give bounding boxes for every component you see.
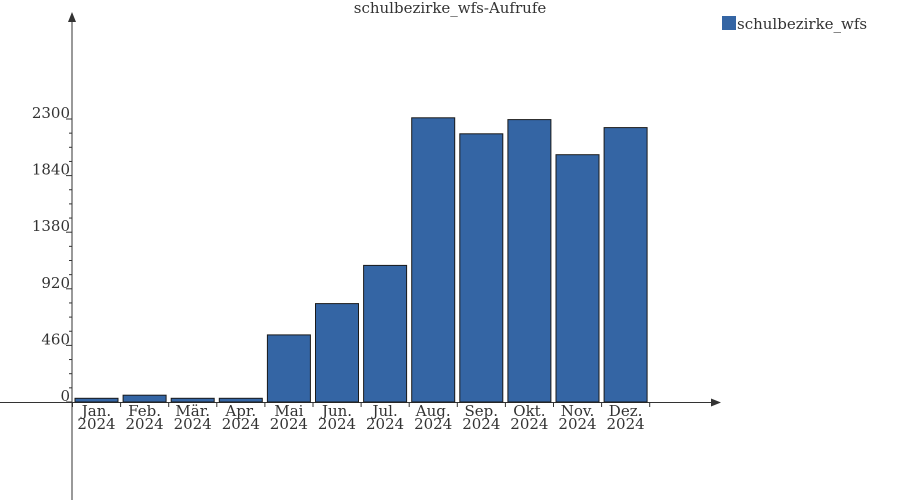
x-tick-label-year: 2024: [77, 415, 115, 433]
x-tick-label-month: Sep.: [465, 402, 499, 420]
legend: schulbezirke_wfs: [722, 15, 867, 33]
x-tick-label-year: 2024: [366, 415, 404, 433]
legend-swatch: [722, 16, 736, 30]
x-tick-label-year: 2024: [222, 415, 260, 433]
y-tick-label: 460: [41, 330, 70, 348]
x-tick-label-year: 2024: [126, 415, 164, 433]
bar: [363, 264, 408, 403]
bar: [459, 133, 504, 403]
x-tick-label-month: Jun.: [320, 402, 352, 420]
y-tick-label: 0: [60, 387, 70, 405]
chart-title: schulbezirke_wfs-Aufrufe: [354, 0, 547, 17]
y-tick-label: 2300: [32, 104, 70, 122]
y-axis-arrow: [68, 12, 76, 22]
x-tick-label-month: Aug.: [415, 402, 451, 420]
x-tick-label-year: 2024: [607, 415, 645, 433]
y-tick-label: 1840: [32, 161, 70, 179]
x-tick-label-month: Jan.: [80, 402, 111, 420]
legend-label: schulbezirke_wfs: [737, 15, 867, 33]
x-axis-arrow: [711, 398, 721, 407]
bars: [74, 117, 648, 403]
x-tick-label-year: 2024: [174, 415, 212, 433]
bar: [315, 303, 359, 403]
bar: [411, 117, 456, 403]
y-tick-label: 920: [41, 274, 70, 292]
bar: [555, 154, 600, 403]
x-tick-label-year: 2024: [270, 415, 308, 433]
y-ticks: 0 460 920 1380 1840 2300: [32, 104, 72, 405]
x-tick-label-month: Okt.: [513, 402, 545, 420]
x-tick-label-month: Jul.: [370, 402, 397, 420]
x-tick-label-month: Mär.: [175, 402, 210, 420]
bar: [122, 394, 167, 403]
x-tick-label-year: 2024: [462, 415, 500, 433]
bar: [170, 397, 215, 403]
x-tick-label-month: Feb.: [128, 402, 161, 420]
x-tick-label-year: 2024: [558, 415, 596, 433]
bar: [603, 127, 648, 403]
x-tick-label-month: Nov.: [561, 402, 595, 420]
x-ticks: Jan.2024Feb.2024Mär.2024Apr.2024Mai2024J…: [72, 402, 651, 433]
bar: [266, 334, 311, 403]
x-tick-label-month: Mai: [274, 402, 303, 420]
x-tick-label-year: 2024: [318, 415, 356, 433]
x-tick-label-year: 2024: [510, 415, 548, 433]
x-tick-label-year: 2024: [414, 415, 452, 433]
x-tick-label-month: Apr.: [224, 402, 256, 420]
y-tick-label: 1380: [32, 217, 70, 235]
bar: [507, 119, 552, 403]
x-tick-label-month: Dez.: [609, 402, 643, 420]
bar: [218, 397, 263, 403]
bar: [74, 397, 119, 403]
